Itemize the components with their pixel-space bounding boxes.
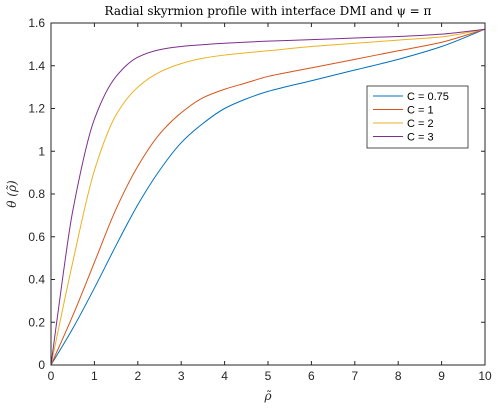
series-line-1 — [50, 28, 486, 366]
x-tick-label: 5 — [265, 369, 272, 383]
x-tick-label: 9 — [438, 369, 445, 383]
y-tick-label: 0 — [38, 358, 45, 372]
series-line-2 — [50, 28, 486, 366]
series-line-3 — [50, 28, 486, 366]
x-tick-label: 1 — [91, 369, 98, 383]
series-lines — [50, 28, 486, 366]
legend-label: C = 1 — [407, 105, 434, 117]
x-tick-label: 6 — [308, 369, 315, 383]
y-tick-label: 1 — [38, 144, 45, 158]
plot-area — [51, 23, 485, 365]
x-axis-label: ρ̃ — [263, 389, 271, 403]
y-tick-label: 0.8 — [28, 187, 45, 201]
y-tick-label: 1.2 — [28, 102, 45, 116]
legend-label: C = 3 — [407, 132, 434, 144]
y-tick-label: 0.2 — [28, 315, 45, 329]
x-tick-label: 2 — [134, 369, 141, 383]
y-tick-label: 0.6 — [28, 230, 45, 244]
legend-label: C = 2 — [407, 118, 434, 130]
x-tick-label: 7 — [351, 369, 358, 383]
x-tick-label: 10 — [478, 369, 492, 383]
series-line-4 — [50, 28, 486, 366]
x-tick-label: 8 — [395, 369, 402, 383]
legend: C = 0.75 C = 1C = 2 C = 3 — [366, 85, 469, 149]
x-tick-label: 4 — [221, 369, 228, 383]
legend-label: C = 0.75 — [407, 91, 449, 103]
y-tick-label: 1.6 — [28, 16, 45, 30]
y-tick-label: 1.4 — [28, 59, 45, 73]
x-tick-label: 0 — [48, 369, 55, 383]
y-tick-label: 0.4 — [28, 273, 45, 287]
chart-title: Radial skyrmion profile with interface D… — [105, 4, 432, 18]
y-axis-label: θ (ρ̃) — [5, 180, 19, 208]
plot-frame — [50, 22, 486, 366]
axis-ticks: 0 1 2 3 4 5 6 7 8 9 10 0 0.2 0.4 0.6 0.8 1 1.2 1.4 1.6 — [28, 16, 492, 383]
x-tick-label: 3 — [178, 369, 185, 383]
